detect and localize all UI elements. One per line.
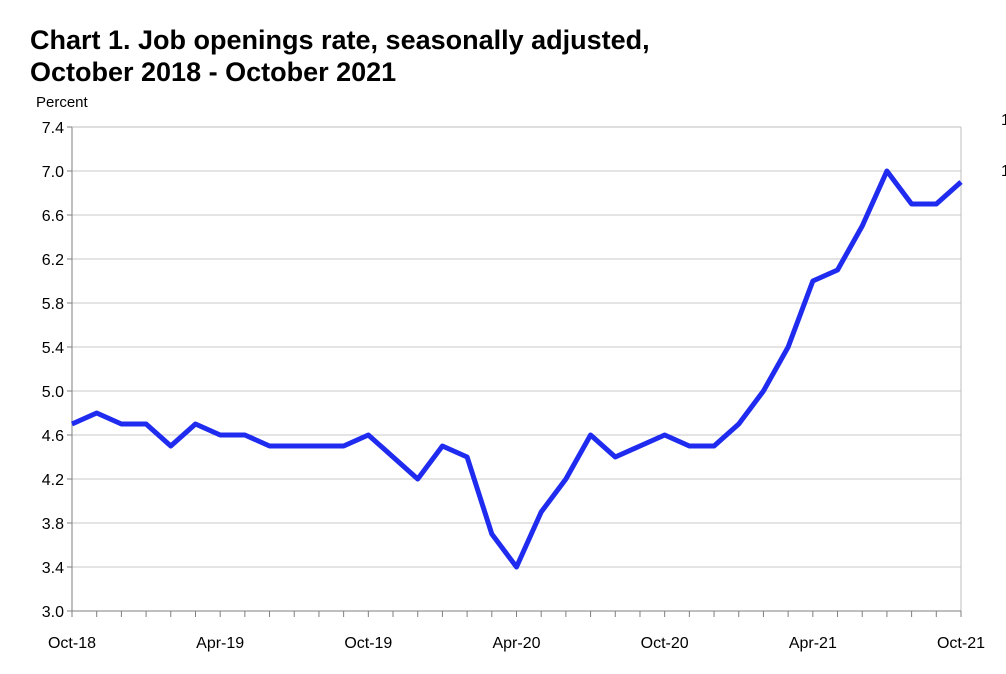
y-tick-label-5.8: 5.8 — [42, 296, 64, 313]
y-tick-label-3.0: 3.0 — [42, 604, 64, 621]
x-axis-tick-labels: Oct-18 Apr-19 Oct-19 Apr-20 Oct-20 Apr-21 Oct-… — [48, 635, 985, 652]
x-tick-label-Oct-21: Oct-21 — [937, 635, 985, 652]
y-tick-label-6.6: 6.6 — [42, 208, 64, 225]
x-tick-label-Apr-21: Apr-21 — [789, 635, 837, 652]
x-tick-label-Oct-20: Oct-20 — [641, 635, 689, 652]
y-axis-tick-labels: 3.0 3.4 3.8 4.2 4.6 5.0 5.4 5.8 6.2 6.6 7.0 7.4 — [42, 120, 64, 621]
chart-title: Chart 1. Job openings rate, seasonally a… — [30, 24, 650, 88]
y-tick-label-7.4: 7.4 — [42, 120, 64, 137]
y-tick-label-4.2: 4.2 — [42, 472, 64, 489]
series-line-0 — [70, 168, 963, 570]
right-edge-mark-1: 1 — [1001, 163, 1006, 180]
right-edge-mark-0: 1 — [1001, 112, 1006, 129]
gridlines — [72, 126, 961, 568]
right-edge-marks: 11 — [1001, 112, 1006, 180]
x-tick-label-Apr-19: Apr-19 — [196, 635, 244, 652]
chart-title-line-1: Chart 1. Job openings rate, seasonally a… — [30, 25, 650, 55]
y-tick-label-5.0: 5.0 — [42, 384, 64, 401]
y-tick-label-6.2: 6.2 — [42, 252, 64, 269]
x-tick-label-Apr-20: Apr-20 — [492, 635, 540, 652]
series-group — [70, 168, 963, 570]
y-tick-label-7.0: 7.0 — [42, 164, 64, 181]
y-axis-label: Percent — [36, 94, 88, 111]
y-tick-label-4.6: 4.6 — [42, 428, 64, 445]
chart-title-line-2: October 2018 - October 2021 — [30, 57, 397, 87]
y-tick-label-5.4: 5.4 — [42, 340, 64, 357]
x-tick-label-Oct-19: Oct-19 — [344, 635, 392, 652]
y-tick-label-3.8: 3.8 — [42, 516, 64, 533]
x-axis-ticks — [71, 611, 962, 617]
x-tick-label-Oct-18: Oct-18 — [48, 635, 96, 652]
y-tick-label-3.4: 3.4 — [42, 560, 64, 577]
plot-frame — [67, 126, 962, 612]
